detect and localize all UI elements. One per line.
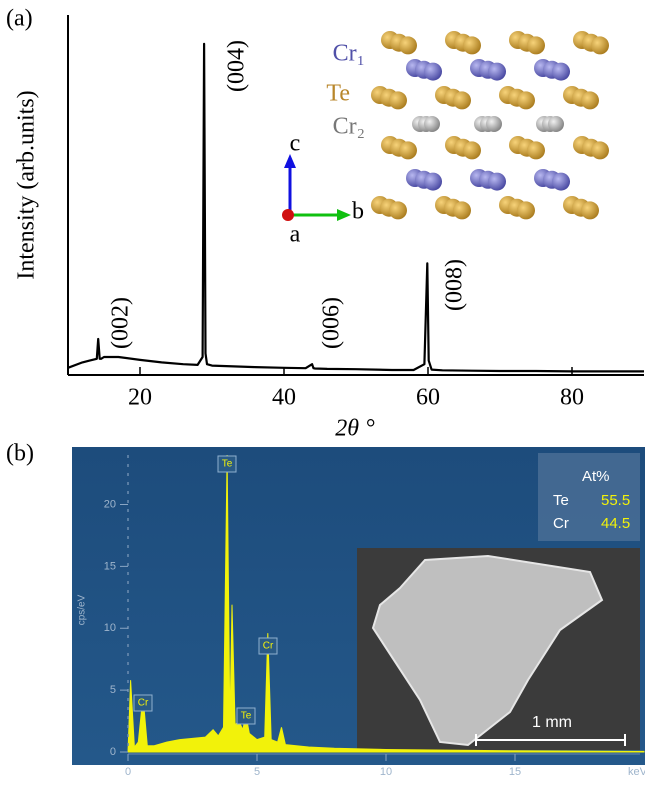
atom (517, 201, 535, 219)
axis-triad-label: a (290, 222, 301, 248)
x-axis-label: keV (628, 766, 645, 778)
peak-label: (004) (224, 40, 250, 92)
atom (548, 116, 564, 132)
panel-label: (b) (6, 441, 34, 467)
inset-label: Te (326, 81, 350, 107)
x-tick-label: 15 (509, 766, 521, 778)
atom (424, 116, 440, 132)
table-element: Te (553, 492, 569, 509)
atom (463, 36, 481, 54)
peak-label: Cr (263, 641, 274, 652)
atom (453, 91, 471, 109)
atom (463, 141, 481, 159)
axis-a (282, 209, 294, 221)
peak-label: (006) (319, 297, 345, 349)
peak-label: Cr (138, 698, 149, 709)
axis-triad-label: b (352, 199, 364, 225)
x-tick-label: 40 (272, 385, 296, 411)
peak-label: (008) (442, 259, 468, 311)
y-axis-label: Intensity (arb.units) (14, 90, 40, 279)
atom (488, 63, 506, 81)
y-tick-label: 10 (104, 622, 116, 634)
inset-label: Cr₂ (333, 114, 365, 140)
table-value: 44.5 (601, 515, 630, 532)
x-tick-label: 10 (380, 766, 392, 778)
figure: 20 40 60 80 (a) Intensity (arb.units) 2θ ° (002… (0, 0, 645, 785)
x-tick-label: 60 (416, 385, 440, 411)
atom (424, 173, 442, 191)
y-tick-label: 5 (110, 684, 116, 696)
axis-triad-label: c (290, 131, 301, 157)
atom (399, 141, 417, 159)
x-tick-label: 0 (125, 766, 131, 778)
crystal-structure (371, 31, 609, 219)
atom (453, 201, 471, 219)
atom (527, 36, 545, 54)
x-tick-label: 80 (560, 385, 584, 411)
arrow-b (337, 209, 351, 221)
atom (399, 36, 417, 54)
atom (527, 141, 545, 159)
table-value: 55.5 (601, 492, 630, 509)
x-axis-label: 2θ ° (335, 416, 375, 442)
y-tick-label: 0 (110, 746, 116, 758)
x-tick-label: 5 (254, 766, 260, 778)
scale-bar-label: 1 mm (532, 714, 572, 731)
atom (488, 173, 506, 191)
peak-label: (002) (108, 297, 134, 349)
y-tick-label: 15 (104, 560, 116, 572)
inset-label: Cr₁ (333, 41, 365, 67)
atom (581, 91, 599, 109)
table-header: At% (582, 468, 610, 485)
atom (581, 201, 599, 219)
y-tick-label: 20 (104, 498, 116, 510)
atom (552, 173, 570, 191)
atom (517, 91, 535, 109)
table-element: Cr (553, 515, 569, 532)
panel-label: (a) (6, 6, 33, 32)
y-axis-label: cps/eV (77, 594, 88, 625)
atom (591, 36, 609, 54)
peak-label: Te (241, 711, 252, 722)
atom (424, 63, 442, 81)
x-tick-label: 20 (128, 385, 152, 411)
peak-label: Te (222, 459, 233, 470)
atom (389, 201, 407, 219)
atom (591, 141, 609, 159)
atom (389, 91, 407, 109)
atom (552, 63, 570, 81)
atom (486, 116, 502, 132)
